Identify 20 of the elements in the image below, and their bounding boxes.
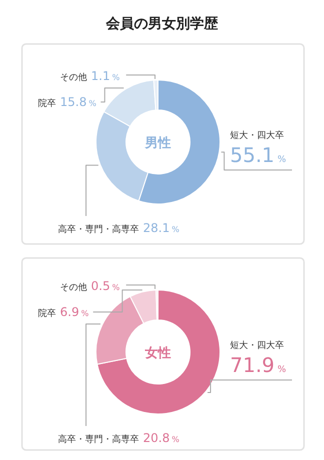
data-label: 15.8% [60, 95, 97, 109]
slice-label: 短大・四大卒 [230, 130, 284, 141]
slice-label: 院卒 [38, 98, 56, 109]
text: 女性 [144, 346, 171, 361]
slice-label: 高卒・専門・高専卒 [58, 224, 139, 235]
data-label: 71.9% [230, 353, 287, 377]
slice-label: 高卒・専門・高専卒 [58, 434, 139, 445]
slice-label: その他 [60, 282, 87, 293]
text: 男性 [144, 136, 171, 151]
slice-label: その他 [60, 72, 87, 83]
slice-label: 短大・四大卒 [230, 340, 284, 351]
chart-title: 会員の男女別学歴 [105, 16, 219, 32]
data-label: 0.5% [91, 279, 120, 293]
slice-label: 院卒 [38, 308, 56, 319]
data-label: 28.1% [143, 221, 180, 235]
data-label: 6.9% [60, 305, 90, 319]
data-label: 1.1% [91, 69, 120, 83]
donut-slice [96, 290, 220, 414]
data-label: 55.1% [230, 143, 287, 167]
data-label: 20.8% [143, 431, 180, 445]
